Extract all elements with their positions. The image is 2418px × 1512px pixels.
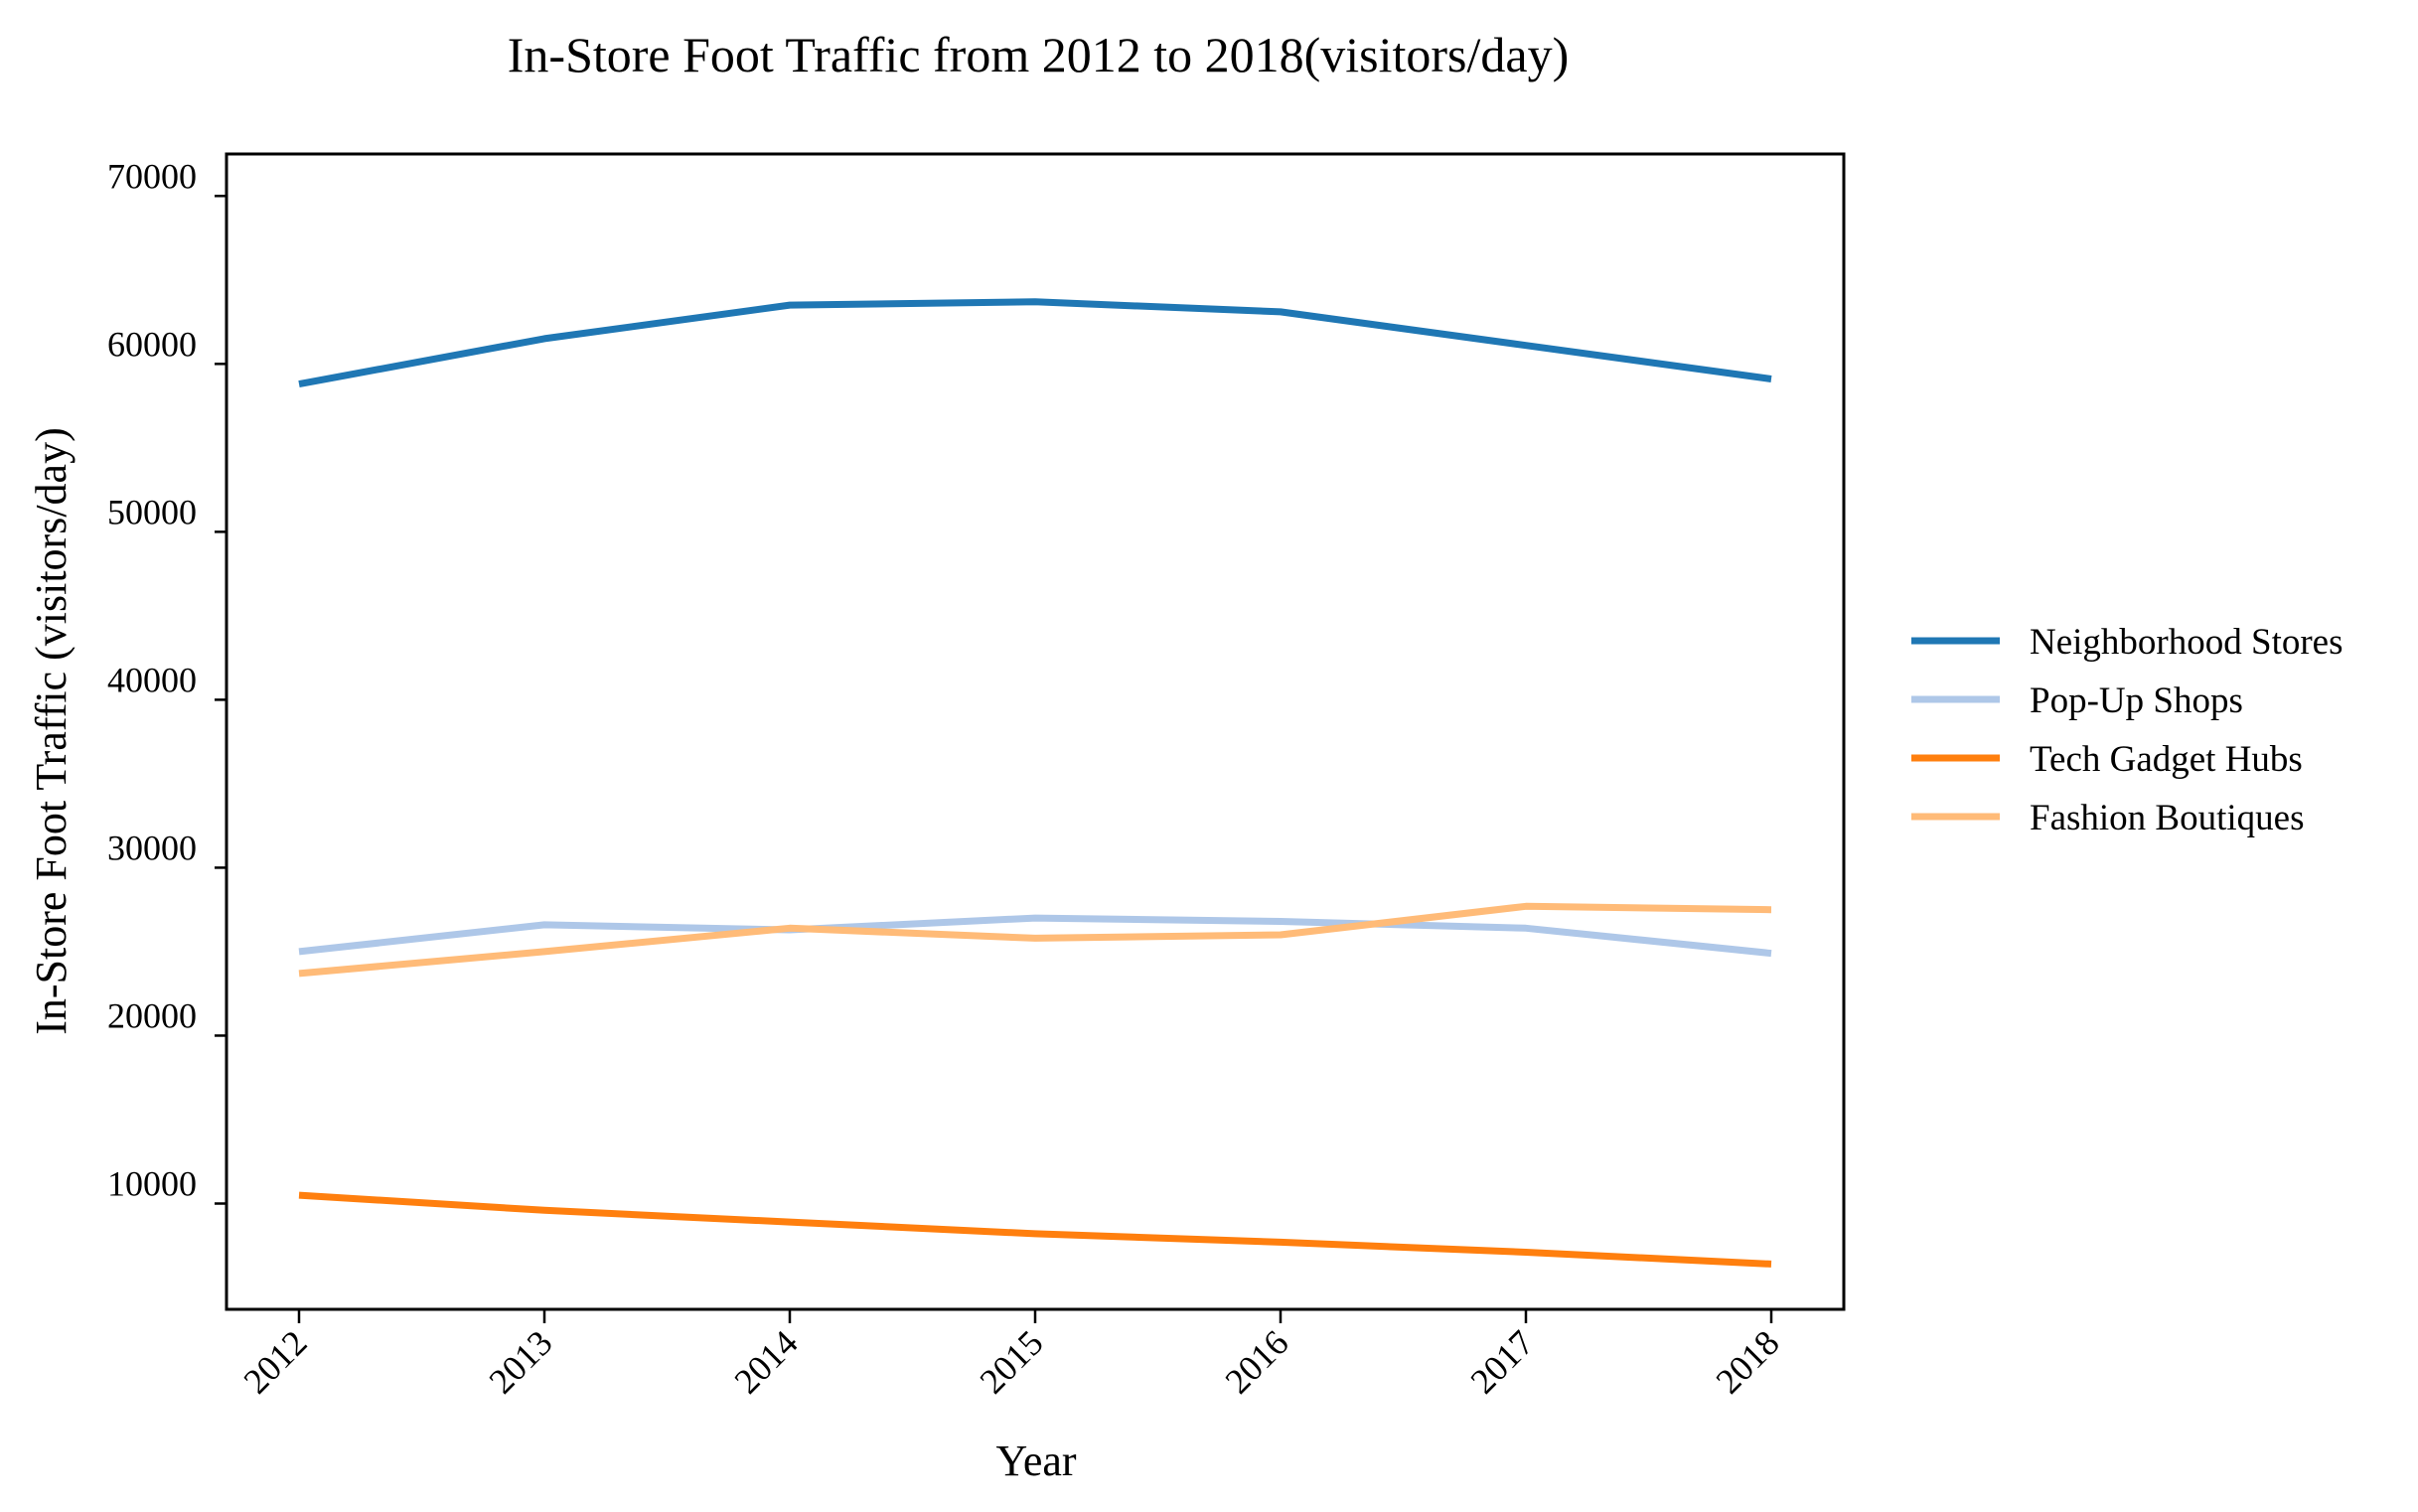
legend-label-pop-up-shops: Pop-Up Shops [2030, 680, 2243, 721]
series-line-fashion-boutiques [298, 902, 1772, 978]
plot-frame [225, 152, 1846, 1311]
x-tick-label: 2015 [972, 1322, 1050, 1401]
y-tick-label: 50000 [107, 492, 197, 531]
x-axis: 2012 2013 2014 2015 2016 2017 2018 [235, 1309, 1787, 1402]
y-tick-label: 10000 [107, 1164, 197, 1204]
y-tick-label: 60000 [107, 324, 197, 364]
x-tick-label: 2013 [481, 1322, 559, 1401]
legend-label-tech-gadget-hubs: Tech Gadget Hubs [2030, 739, 2303, 780]
series-line-pop-up-shops [298, 914, 1772, 958]
legend-label-fashion-boutiques: Fashion Boutiques [2030, 798, 2305, 838]
x-tick-label: 2014 [726, 1322, 805, 1401]
series-line-neighborhood-stores [298, 298, 1772, 388]
x-tick-label: 2012 [235, 1322, 314, 1401]
series-line-tech-gadget-hubs [298, 1191, 1772, 1268]
x-axis-label: Year [995, 1436, 1076, 1485]
legend-label-neighborhood-stores: Neighborhood Stores [2030, 622, 2343, 663]
x-tick-label: 2016 [1217, 1322, 1295, 1401]
y-tick-label: 30000 [107, 828, 197, 867]
y-tick-label: 70000 [107, 156, 197, 196]
x-tick-label: 2017 [1462, 1322, 1541, 1401]
x-tick-label: 2018 [1708, 1322, 1786, 1401]
legend: Neighborhood Stores Pop-Up Shops Tech Gadg… [1911, 622, 2343, 838]
y-axis: 10000 20000 30000 40000 50000 60000 70000 [107, 156, 227, 1205]
y-axis-label: In-Store Foot Traffic (visitors/day) [27, 427, 76, 1035]
series-layer [298, 298, 1772, 1268]
chart-title: In-Store Foot Traffic from 2012 to 2018(… [508, 27, 1569, 82]
y-tick-label: 40000 [107, 660, 197, 699]
y-tick-label: 20000 [107, 995, 197, 1035]
